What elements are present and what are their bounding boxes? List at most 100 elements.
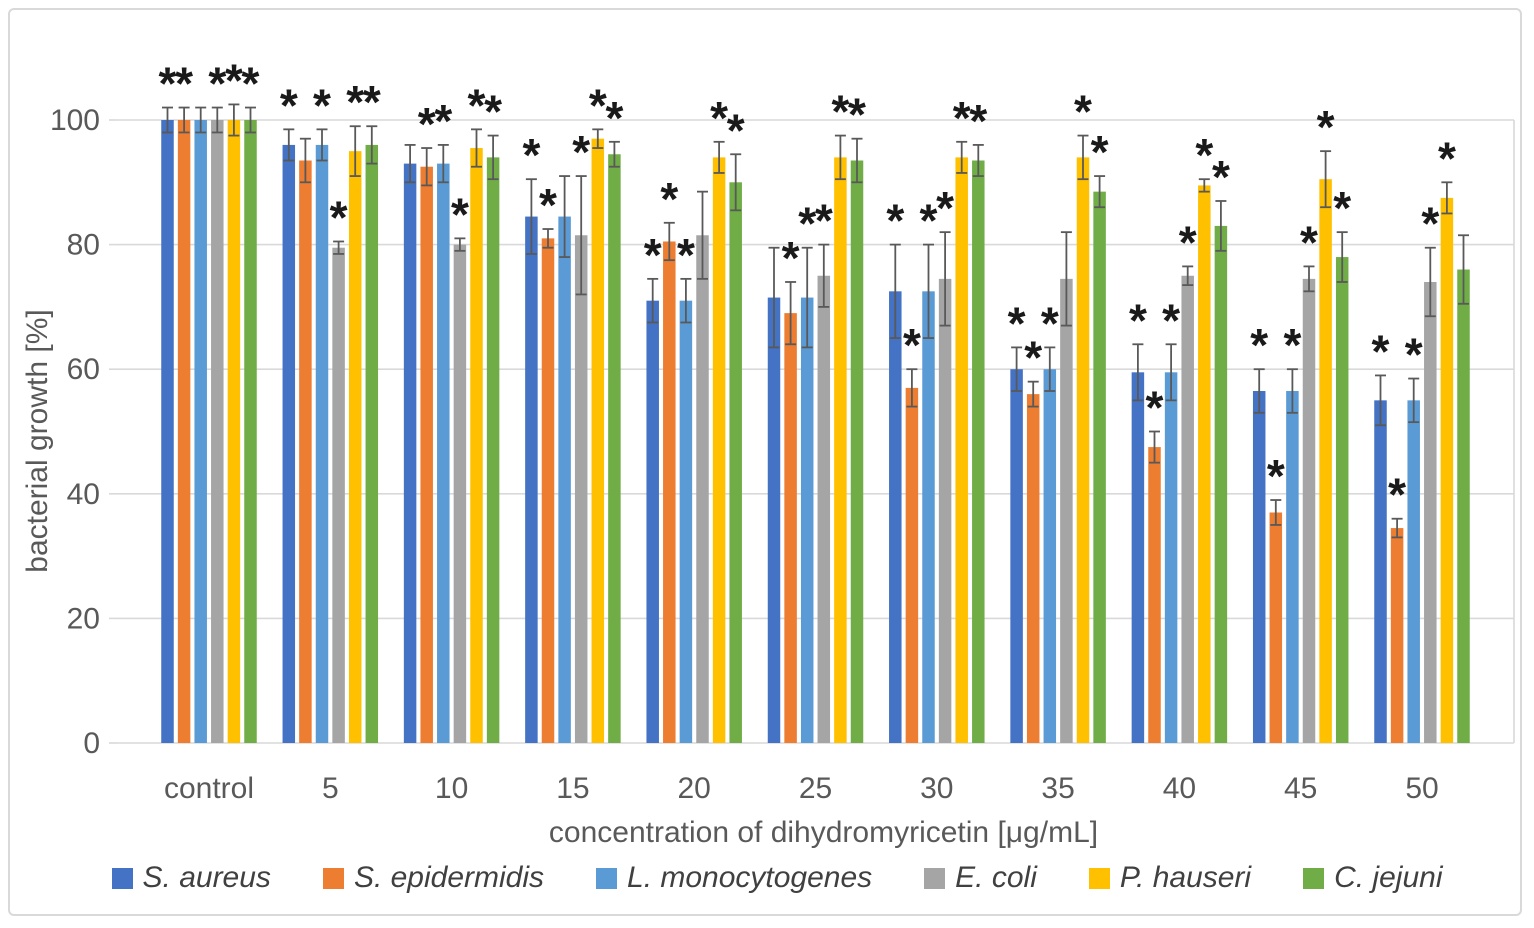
bar-e-coli-45 [1302,278,1316,743]
significance-asterisk: * [242,58,260,110]
significance-asterisk: * [418,98,436,150]
bar-c-jejuni-5 [365,144,379,744]
significance-asterisk: * [1129,294,1147,346]
bar-s-aureus-5 [282,144,296,744]
bar-e-coli-30 [938,278,952,743]
legend-item-e-coli: E. coli [924,861,1037,895]
significance-asterisk: * [175,58,193,110]
significance-asterisk: * [903,319,921,371]
significance-asterisk: * [798,198,816,250]
significance-asterisk: * [1421,198,1439,250]
bar-e-coli-20 [696,235,709,743]
significance-asterisk: * [208,58,226,110]
significance-asterisk: * [572,126,590,178]
y-tick-label-100: 100 [50,104,100,137]
bar-l-monocytogenes-control [194,120,207,743]
significance-asterisk: * [434,95,452,147]
significance-asterisk: * [1388,469,1406,521]
y-axis-title: bacterial growth [%] [21,309,54,573]
significance-asterisk: * [1300,216,1318,268]
bar-s-aureus-10 [403,163,417,744]
bar-c-jejuni-35 [1093,191,1106,743]
bar-c-jejuni-50 [1457,269,1470,743]
bar-s-aureus-50 [1374,400,1387,743]
x-tick-label-20: 20 [678,772,711,805]
chart-legend: S. aureus S. epidermidis L. monocytogenes E… [10,858,1534,898]
bar-s-epidermidis-20 [663,241,676,744]
x-tick-label-45: 45 [1284,772,1317,805]
bar-s-epidermidis-50 [1390,528,1404,743]
significance-asterisk: * [346,76,364,128]
significance-asterisk: * [727,104,745,156]
significance-asterisk: * [1405,329,1423,381]
x-tick-label-10: 10 [435,772,468,805]
y-tick-label-0: 0 [83,727,100,760]
x-tick-label-15: 15 [556,772,589,805]
significance-asterisk: * [848,89,866,141]
bar-l-monocytogenes-15 [558,216,571,743]
significance-asterisk: * [710,92,728,144]
bar-s-epidermidis-15 [541,238,555,743]
bar-p-hauseri-20 [712,157,726,743]
bar-s-epidermidis-35 [1026,394,1040,743]
significance-asterisk: * [1283,319,1301,371]
significance-asterisk: * [1074,86,1092,138]
bar-p-hauseri-25 [834,157,847,743]
bar-e-coli-5 [332,247,345,743]
bar-s-aureus-45 [1252,391,1266,743]
bar-s-epidermidis-45 [1269,512,1283,743]
x-tick-label-50: 50 [1405,772,1438,805]
bar-p-hauseri-control [227,120,241,743]
bar-e-coli-25 [817,275,831,743]
legend-swatch-icon [596,867,618,889]
bar-p-hauseri-30 [955,157,968,743]
bar-c-jejuni-45 [1335,257,1349,743]
x-tick-label-30: 30 [920,772,953,805]
y-tick-label-40: 40 [67,478,100,511]
legend-label: S. aureus [142,861,271,894]
bar-c-jejuni-10 [486,157,500,743]
significance-asterisk: * [815,195,833,247]
y-tick-label-80: 80 [67,229,100,262]
x-tick-label-5: 5 [322,772,339,805]
legend-label: E. coli [955,861,1037,894]
significance-asterisk: * [1212,151,1230,203]
significance-asterisk: * [451,188,469,240]
bar-s-epidermidis-40 [1148,447,1161,743]
bar-s-aureus-control [161,120,174,743]
bar-l-monocytogenes-10 [437,163,450,744]
bar-e-coli-control [211,120,224,743]
significance-asterisk: * [831,86,849,138]
significance-asterisk: * [936,182,954,234]
significance-asterisk: * [1195,129,1213,181]
bar-s-epidermidis-30 [905,387,919,743]
bar-s-epidermidis-10 [420,166,433,744]
significance-asterisk: * [920,195,938,247]
bar-c-jejuni-15 [608,154,621,743]
bar-s-aureus-40 [1131,372,1145,743]
legend-swatch-icon [1303,867,1325,889]
bar-s-epidermidis-5 [299,160,312,743]
bar-c-jejuni-20 [729,182,742,744]
x-tick-label-25: 25 [799,772,832,805]
legend-label: L. monocytogenes [627,861,873,894]
bar-s-epidermidis-control [177,120,191,743]
significance-asterisk: * [589,79,607,131]
legend-label: P. hauseri [1119,861,1252,894]
bar-l-monocytogenes-30 [922,291,935,743]
significance-asterisk: * [1267,450,1285,502]
legend-label: S. epidermidis [353,861,545,894]
significance-asterisk: * [1024,332,1042,384]
bar-l-monocytogenes-5 [315,144,329,744]
bar-s-aureus-20 [646,300,659,743]
legend-item-s-aureus: S. aureus [111,861,271,895]
bar-e-coli-10 [453,244,467,743]
bar-p-hauseri-40 [1198,185,1211,744]
chart-figure: 0 20 40 60 80 100 * * * * * control * * * * * 5 * * * * * 10 * * *… [8,8,1522,916]
bar-l-monocytogenes-45 [1286,391,1299,743]
significance-asterisk: * [969,95,987,147]
significance-asterisk: * [522,129,540,181]
x-tick-label-control: control [164,772,254,805]
bar-e-coli-35 [1060,278,1073,743]
bar-p-hauseri-50 [1440,197,1454,743]
